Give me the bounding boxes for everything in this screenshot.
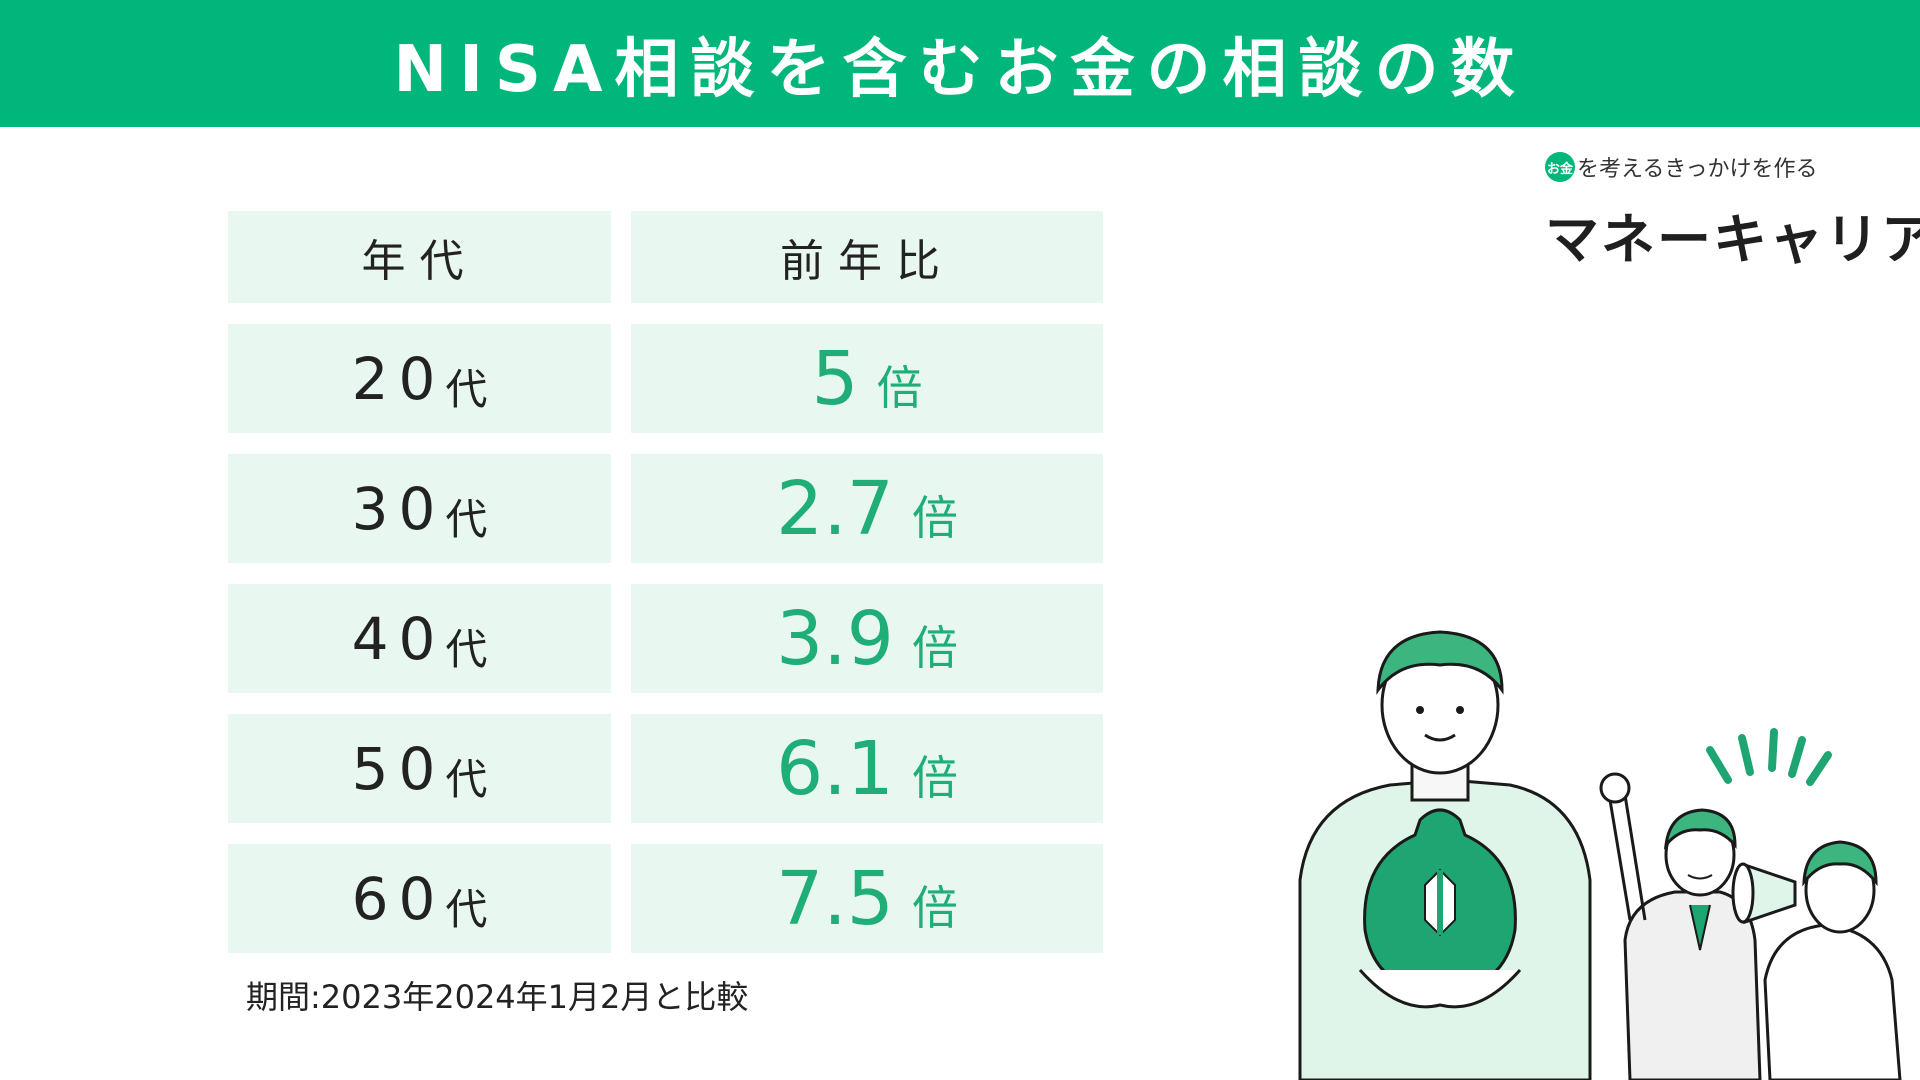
ratio-value: 2.7 xyxy=(776,465,894,552)
age-number: 20 xyxy=(351,344,446,413)
period-note: 期間:2023年2024年1月2月と比較 xyxy=(246,978,749,1016)
ratio-cell: 6.1 倍 xyxy=(631,714,1103,823)
header-label-age: 年代 xyxy=(361,236,478,287)
age-cell: 60 代 xyxy=(228,844,611,953)
age-unit: 代 xyxy=(445,885,488,934)
coin-text: お金 xyxy=(1546,161,1573,177)
age-unit: 代 xyxy=(445,365,488,414)
ratio-cell: 3.9 倍 xyxy=(631,584,1103,693)
brand-logo: お金 を考えるきっかけを作る マネーキャリア xyxy=(1545,145,1920,271)
ratio-value: 3.9 xyxy=(776,595,894,682)
age-unit: 代 xyxy=(445,625,488,674)
coin-icon: お金 xyxy=(1545,152,1575,182)
cheering-man-icon xyxy=(1599,772,1762,1080)
ratio-unit: 倍 xyxy=(911,880,958,935)
age-number: 50 xyxy=(351,734,446,803)
header-cell-age: 年代 xyxy=(228,211,611,303)
man-holding-money-bag-icon xyxy=(1298,630,1592,1080)
logo-tagline-row: お金 を考えるきっかけを作る xyxy=(1545,145,1817,189)
header-label-ratio: 前年比 xyxy=(780,236,954,287)
age-number: 30 xyxy=(351,474,446,543)
age-cell: 20 代 xyxy=(228,324,611,433)
logo-tagline: を考えるきっかけを作る xyxy=(1577,157,1818,182)
age-number: 60 xyxy=(351,864,446,933)
ratio-value: 5 xyxy=(811,335,859,422)
page-title: NISA相談を含むお金の相談の数 xyxy=(393,32,1527,107)
ratio-unit: 倍 xyxy=(911,620,958,675)
header-cell-ratio: 前年比 xyxy=(631,211,1103,303)
ratio-unit: 倍 xyxy=(876,360,923,415)
age-unit: 代 xyxy=(445,495,488,544)
ratio-cell: 7.5 倍 xyxy=(631,844,1103,953)
woman-with-megaphone-icon xyxy=(1706,728,1902,1080)
age-number: 40 xyxy=(351,604,446,673)
age-cell: 50 代 xyxy=(228,714,611,823)
ratio-unit: 倍 xyxy=(911,750,958,805)
age-cell: 40 代 xyxy=(228,584,611,693)
ratio-value: 7.5 xyxy=(776,855,894,942)
people-illustration xyxy=(1298,630,1902,1080)
ratio-cell: 2.7 倍 xyxy=(631,454,1103,563)
ratio-value: 6.1 xyxy=(776,725,894,812)
header-bar: NISA相談を含むお金の相談の数 xyxy=(0,0,1920,127)
ratio-unit: 倍 xyxy=(911,490,958,545)
age-cell: 30 代 xyxy=(228,454,611,563)
logo-name: マネーキャリア xyxy=(1545,208,1920,271)
age-unit: 代 xyxy=(445,755,488,804)
